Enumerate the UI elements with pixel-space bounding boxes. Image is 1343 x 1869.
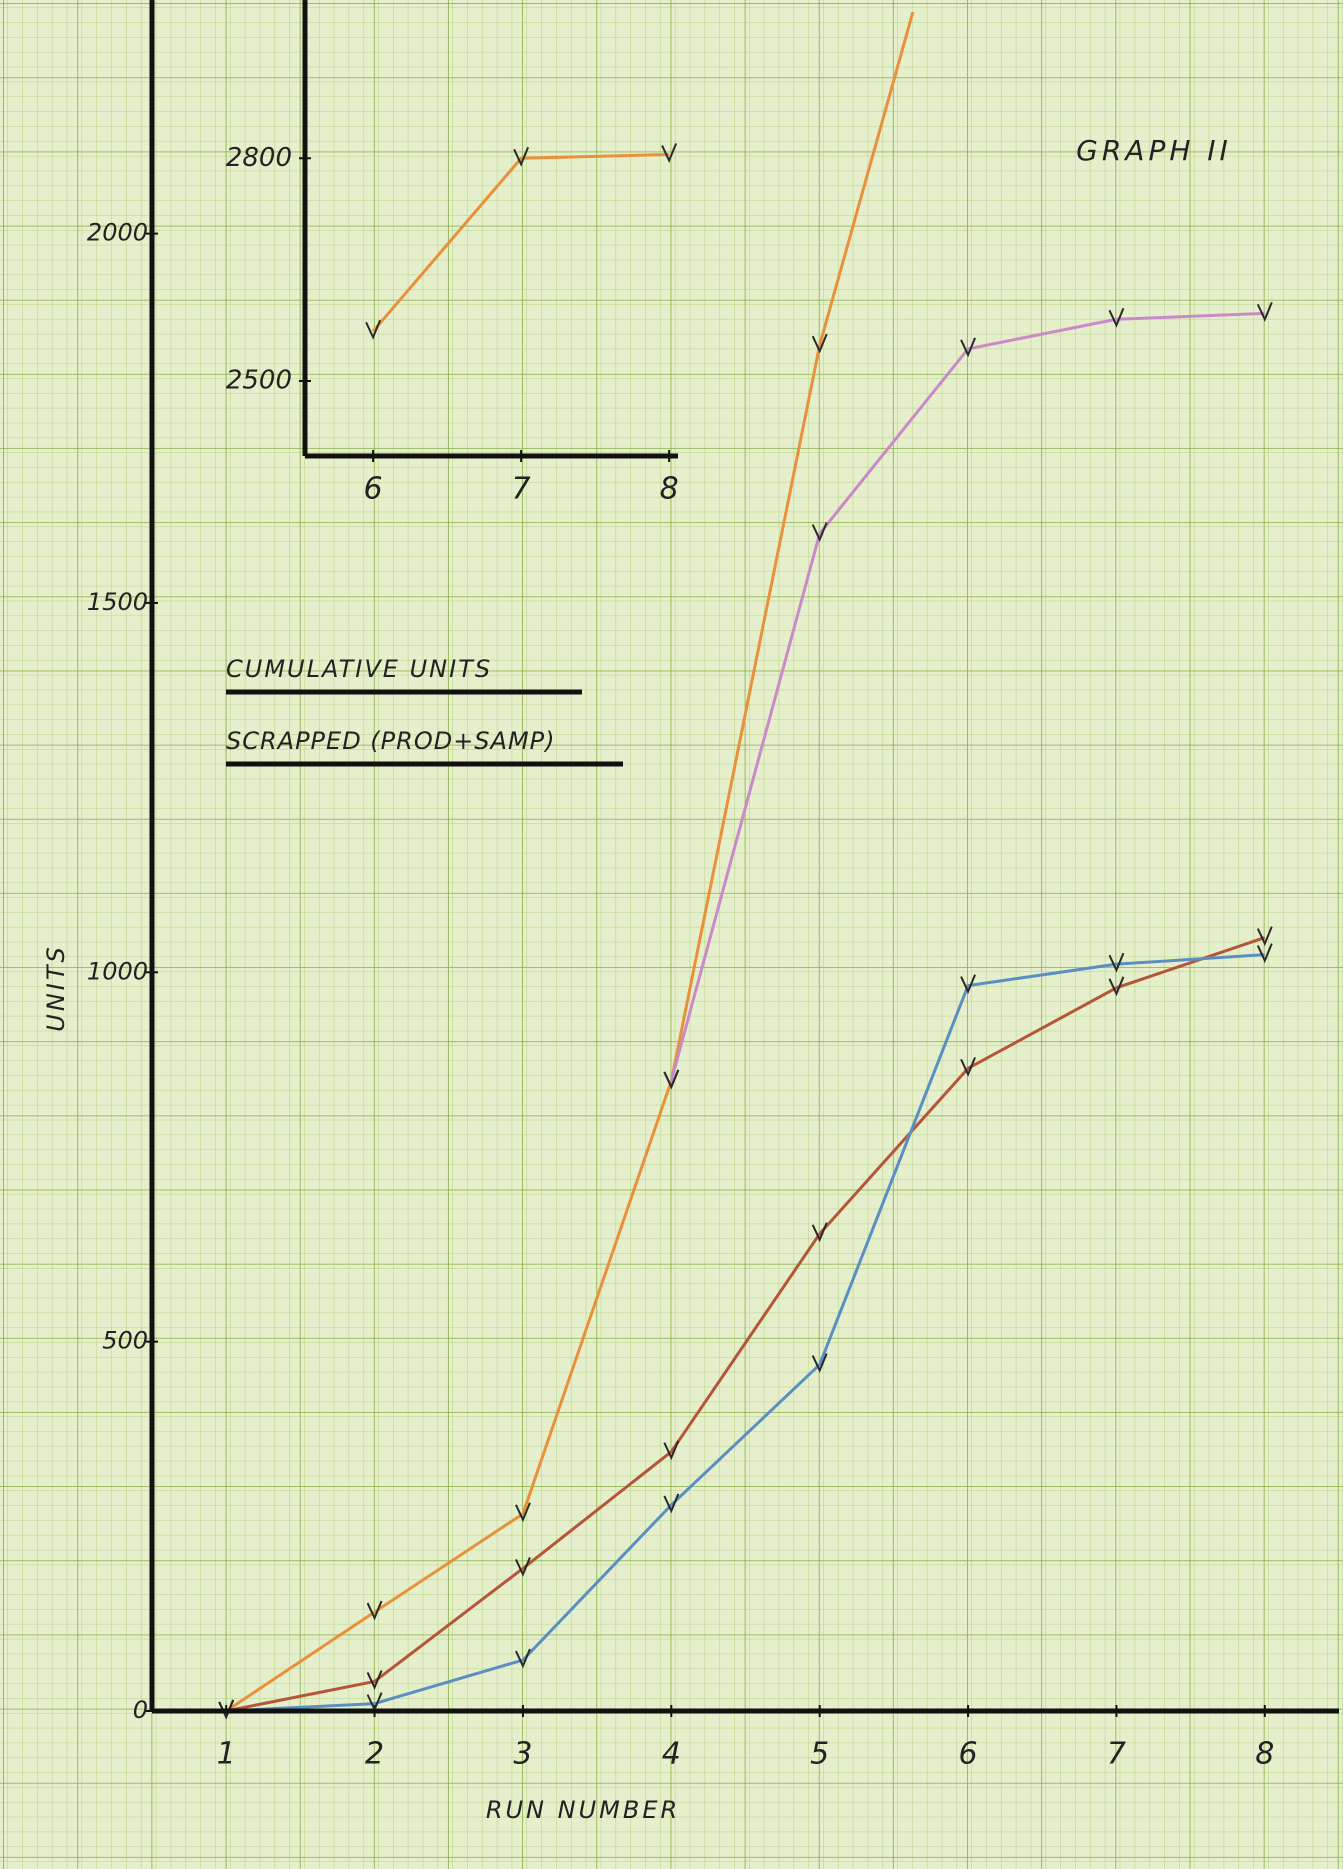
x-tick-label: 5 <box>810 1737 829 1772</box>
y-tick-label: 2500 <box>226 366 292 396</box>
y-axis-title: UNITS <box>42 944 70 1032</box>
y-tick-label: 2800 <box>226 143 292 173</box>
graph-grid <box>0 0 1343 1869</box>
chart: GRAPH II RUN NUMBER UNITS CUMULATIVE UNI… <box>0 0 1343 1869</box>
x-tick-label: 1 <box>217 1737 236 1772</box>
annotation: SCRAPPED (PROD+SAMP) <box>226 727 556 755</box>
y-tick-label: 0 <box>133 1696 148 1724</box>
x-tick-label: 3 <box>513 1737 532 1772</box>
x-tick-label: 6 <box>959 1737 978 1772</box>
x-tick-label: 7 <box>1107 1737 1126 1772</box>
x-tick-label: 4 <box>662 1737 681 1772</box>
x-axis-title: RUN NUMBER <box>486 1796 680 1824</box>
y-tick-label: 2000 <box>87 219 148 247</box>
annotation: CUMULATIVE UNITS <box>226 655 492 683</box>
x-tick-label: 8 <box>660 472 679 507</box>
y-tick-label: 1500 <box>87 588 148 616</box>
chart-title: GRAPH II <box>1076 134 1232 167</box>
x-tick-label: 8 <box>1255 1737 1274 1772</box>
page: GRAPH II RUN NUMBER UNITS CUMULATIVE UNI… <box>0 0 1343 1869</box>
x-tick-label: 2 <box>365 1737 384 1772</box>
x-tick-label: 6 <box>364 472 383 507</box>
y-tick-label: 1000 <box>87 957 148 985</box>
y-tick-label: 500 <box>102 1327 148 1355</box>
x-tick-label: 7 <box>512 472 531 507</box>
